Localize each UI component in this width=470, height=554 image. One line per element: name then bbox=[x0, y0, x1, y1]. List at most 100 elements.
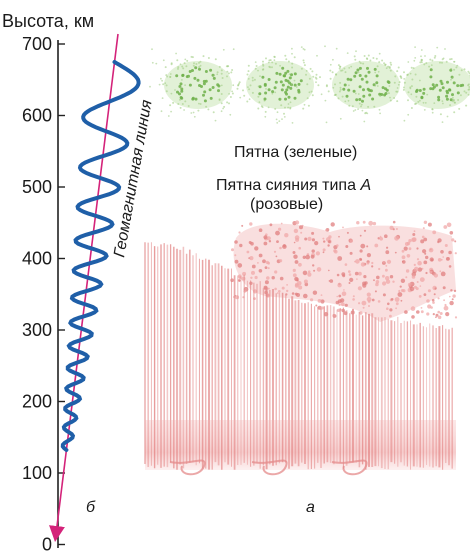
axis-tick-label: 400 bbox=[22, 249, 52, 269]
green-dot bbox=[396, 70, 399, 73]
pink-dot bbox=[238, 279, 241, 282]
green-dot bbox=[311, 94, 314, 97]
green-dot bbox=[293, 56, 296, 59]
green-dot bbox=[261, 68, 264, 71]
green-dot bbox=[387, 65, 390, 68]
green-dot bbox=[293, 96, 297, 100]
pink-dot bbox=[313, 269, 316, 272]
green-dot bbox=[204, 70, 208, 73]
green-dot bbox=[202, 93, 205, 97]
pink-dot bbox=[385, 250, 390, 255]
pink-dot bbox=[416, 258, 420, 261]
green-dot bbox=[346, 77, 350, 81]
green-speck bbox=[388, 85, 391, 87]
green-speck bbox=[229, 113, 232, 116]
pink-dot bbox=[352, 295, 355, 298]
green-speck bbox=[396, 87, 399, 89]
pink-dot bbox=[422, 249, 427, 254]
green-dot bbox=[251, 91, 254, 94]
green-speck bbox=[190, 112, 193, 114]
green-speck bbox=[397, 83, 400, 86]
green-dot bbox=[181, 65, 184, 68]
pink-dot bbox=[250, 276, 253, 279]
pink-dot bbox=[392, 280, 395, 283]
green-dot bbox=[372, 57, 375, 59]
pink-dot bbox=[267, 267, 270, 270]
pink-dot bbox=[320, 299, 325, 304]
green-speck bbox=[347, 99, 350, 102]
green-dot bbox=[306, 97, 309, 100]
pink-dot bbox=[431, 298, 435, 302]
green-speck bbox=[344, 100, 347, 103]
green-dot bbox=[203, 99, 207, 103]
green-dot bbox=[284, 78, 288, 82]
green-speck bbox=[291, 122, 294, 124]
green-dot bbox=[445, 60, 448, 63]
green-dot bbox=[339, 81, 342, 84]
green-dot bbox=[211, 86, 215, 89]
pink-dot bbox=[342, 274, 346, 278]
pink-dot bbox=[281, 286, 285, 290]
green-speck bbox=[426, 93, 429, 96]
pink-dot bbox=[417, 267, 423, 272]
pink-dot bbox=[328, 269, 330, 272]
green-speck bbox=[453, 60, 456, 63]
green-speck bbox=[413, 59, 416, 62]
pink-dot bbox=[264, 266, 268, 269]
pink-dot bbox=[440, 250, 444, 254]
pink-dot bbox=[279, 246, 282, 250]
pink-dot bbox=[323, 240, 326, 243]
green-dot bbox=[465, 91, 468, 94]
green-dot bbox=[207, 108, 210, 111]
green-dot bbox=[162, 83, 165, 86]
green-dot bbox=[186, 59, 189, 62]
green-speck bbox=[290, 84, 293, 86]
pink-dot bbox=[311, 238, 315, 242]
green-dot bbox=[356, 68, 360, 72]
pink-dot bbox=[359, 257, 362, 261]
pink-dot bbox=[442, 286, 446, 290]
green-dot bbox=[279, 80, 283, 84]
green-dot bbox=[285, 88, 289, 92]
pink-dot bbox=[254, 246, 259, 251]
pink-dot bbox=[382, 261, 385, 263]
pink-dot bbox=[423, 220, 428, 224]
pink-dot bbox=[300, 231, 303, 234]
green-dot bbox=[354, 71, 358, 75]
green-dot bbox=[209, 96, 213, 100]
pink-dot bbox=[359, 234, 362, 237]
pink-dot bbox=[273, 250, 277, 253]
green-dot bbox=[456, 91, 460, 95]
pink-dot bbox=[322, 251, 325, 254]
green-dot bbox=[258, 92, 262, 96]
green-dot bbox=[271, 90, 275, 94]
pink-dot bbox=[242, 271, 247, 276]
green-dot bbox=[247, 64, 250, 67]
green-dot bbox=[289, 106, 292, 109]
green-dot bbox=[280, 88, 284, 92]
green-dot bbox=[284, 106, 286, 109]
green-dot bbox=[337, 97, 340, 100]
pink-dot bbox=[448, 265, 452, 268]
pink-dot bbox=[278, 227, 282, 231]
pink-dot bbox=[375, 280, 380, 284]
green-dot bbox=[393, 81, 396, 84]
green-dot bbox=[312, 75, 315, 78]
green-dot bbox=[261, 106, 264, 109]
pink-dot bbox=[437, 240, 440, 244]
green-speck bbox=[289, 101, 292, 104]
green-speck bbox=[271, 92, 274, 95]
green-dot bbox=[334, 83, 336, 86]
green-dot bbox=[220, 93, 223, 95]
green-dot bbox=[179, 82, 183, 86]
green-dot bbox=[358, 74, 362, 77]
green-dot bbox=[458, 73, 461, 76]
green-dot bbox=[169, 75, 172, 78]
green-dot bbox=[205, 105, 208, 108]
green-dot bbox=[411, 78, 414, 81]
green-dot bbox=[437, 95, 441, 99]
wave-path bbox=[60, 60, 141, 452]
pink-dot bbox=[429, 270, 433, 274]
pink-dot bbox=[371, 261, 374, 265]
green-speck bbox=[374, 71, 377, 74]
